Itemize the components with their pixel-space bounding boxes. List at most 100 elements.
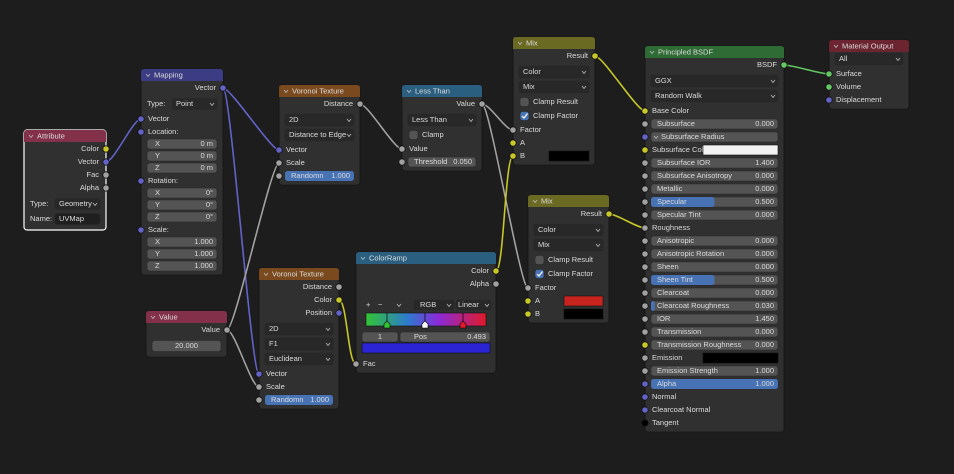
value-field[interactable]: [650, 183, 779, 195]
vector-field[interactable]: [146, 162, 218, 174]
dropdown[interactable]: [834, 52, 904, 66]
color-swatch[interactable]: [563, 308, 604, 320]
ramp-stop[interactable]: [383, 320, 391, 329]
socket[interactable]: [641, 224, 649, 232]
node[interactable]: Principled BSDF BSDF GGX Random Walk Base Co…: [641, 45, 788, 433]
node[interactable]: ColorRamp Color Alpha + − RGB Linear 1 Pos 0.493 F…: [352, 251, 500, 374]
node[interactable]: Less Than Value Less Than Clamp Value Thresho…: [398, 84, 486, 172]
dropdown[interactable]: [54, 198, 101, 210]
value-field[interactable]: [650, 287, 779, 299]
dropdown[interactable]: [518, 65, 590, 79]
vector-field[interactable]: [146, 211, 218, 223]
socket[interactable]: [275, 159, 283, 167]
socket[interactable]: [478, 100, 486, 108]
position-field[interactable]: [399, 331, 491, 343]
socket[interactable]: [335, 296, 343, 304]
socket[interactable]: [335, 309, 343, 317]
color-swatch[interactable]: [702, 352, 779, 364]
socket[interactable]: [398, 145, 406, 153]
socket[interactable]: [255, 370, 263, 378]
socket[interactable]: [102, 184, 110, 192]
socket[interactable]: [137, 226, 145, 234]
index-field[interactable]: [361, 331, 399, 343]
value-field[interactable]: [650, 157, 779, 169]
socket[interactable]: [641, 341, 649, 349]
dropdown[interactable]: [264, 352, 334, 366]
socket[interactable]: [825, 83, 833, 91]
socket[interactable]: [641, 367, 649, 375]
dropdown[interactable]: [264, 337, 334, 351]
node[interactable]: Material Output All Surface Volume Displacem…: [825, 39, 910, 110]
socket[interactable]: [219, 84, 227, 92]
checkbox[interactable]: [534, 269, 545, 279]
socket[interactable]: [641, 146, 649, 154]
vector-field[interactable]: [146, 260, 218, 272]
color-swatch[interactable]: [548, 150, 590, 162]
collapse[interactable]: [360, 256, 366, 261]
dropdown[interactable]: [407, 113, 477, 127]
collapse[interactable]: [150, 315, 156, 320]
vector-field[interactable]: [146, 138, 218, 150]
ramp-color[interactable]: [361, 342, 491, 354]
ramp-button[interactable]: +: [366, 300, 371, 309]
value-field[interactable]: [650, 118, 779, 130]
value-field[interactable]: [650, 261, 779, 273]
number-field[interactable]: [151, 340, 222, 352]
collapse[interactable]: [833, 44, 839, 49]
socket[interactable]: [255, 383, 263, 391]
dropdown[interactable]: [284, 113, 355, 127]
collapsed-field[interactable]: [650, 131, 779, 143]
color-swatch[interactable]: [702, 144, 779, 156]
dropdown[interactable]: [455, 299, 492, 311]
socket[interactable]: [524, 297, 532, 305]
socket[interactable]: [509, 126, 517, 134]
socket[interactable]: [137, 177, 145, 185]
socket[interactable]: [641, 302, 649, 310]
socket[interactable]: [641, 172, 649, 180]
dropdown[interactable]: [518, 80, 590, 94]
ramp-button[interactable]: −: [378, 300, 383, 309]
dropdown[interactable]: [171, 98, 218, 110]
socket[interactable]: [641, 276, 649, 284]
socket[interactable]: [509, 152, 517, 160]
value-field[interactable]: [650, 170, 779, 182]
socket[interactable]: [102, 158, 110, 166]
dropdown[interactable]: [533, 238, 604, 252]
dropdown[interactable]: [413, 299, 455, 311]
socket[interactable]: [137, 115, 145, 123]
value-field[interactable]: [650, 313, 779, 325]
vector-field[interactable]: [146, 199, 218, 211]
socket[interactable]: [641, 380, 649, 388]
socket[interactable]: [641, 354, 649, 362]
collapse[interactable]: [649, 50, 655, 55]
value-field[interactable]: [650, 326, 779, 338]
node[interactable]: Attribute Color Vector Fac Alpha Type: Geometr…: [23, 129, 110, 231]
socket[interactable]: [641, 263, 649, 271]
socket[interactable]: [255, 396, 263, 404]
collapse[interactable]: [145, 73, 151, 78]
socket[interactable]: [137, 128, 145, 136]
socket[interactable]: [352, 360, 360, 368]
socket[interactable]: [275, 146, 283, 154]
collapse[interactable]: [263, 272, 269, 277]
node[interactable]: Voronoi Texture Distance 2D Distance to Edg…: [275, 84, 364, 186]
socket[interactable]: [641, 185, 649, 193]
ramp-stop[interactable]: [459, 320, 467, 329]
socket[interactable]: [641, 159, 649, 167]
value-field[interactable]: [650, 209, 779, 221]
node[interactable]: Voronoi Texture Distance Color Position 2D F1…: [255, 267, 343, 410]
socket[interactable]: [780, 61, 788, 69]
socket[interactable]: [492, 267, 500, 275]
socket[interactable]: [223, 326, 231, 334]
socket[interactable]: [825, 96, 833, 104]
node[interactable]: Mix Result Color Mix Clamp Result Clamp Facto…: [524, 194, 613, 324]
socket[interactable]: [825, 70, 833, 78]
collapse[interactable]: [28, 134, 34, 139]
socket[interactable]: [641, 406, 649, 414]
socket[interactable]: [335, 283, 343, 291]
vector-field[interactable]: [146, 236, 218, 248]
socket[interactable]: [641, 211, 649, 219]
socket[interactable]: [509, 139, 517, 147]
